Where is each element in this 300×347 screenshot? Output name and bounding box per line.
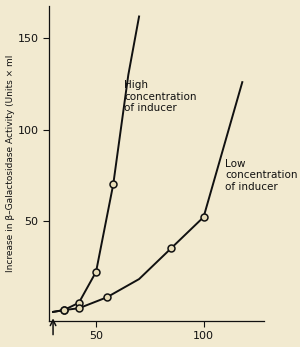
Y-axis label: Increase in β–Galactosidase Activity (Units × ml: Increase in β–Galactosidase Activity (Un… [6,54,15,272]
Text: High
concentration
of inducer: High concentration of inducer [124,80,196,113]
Text: Low
concentration
of inducer: Low concentration of inducer [225,159,298,192]
